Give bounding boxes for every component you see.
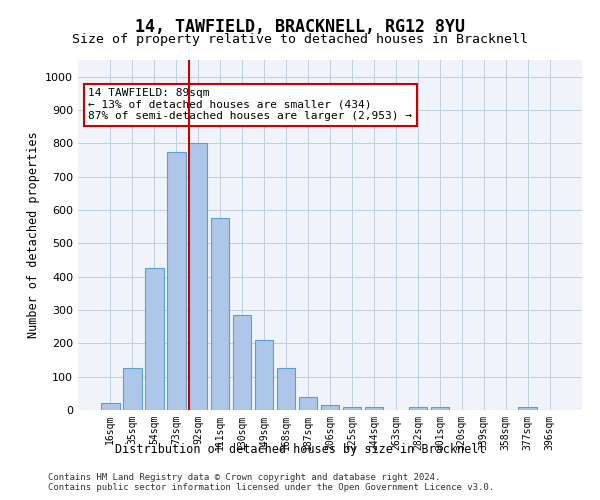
Text: 14 TAWFIELD: 89sqm
← 13% of detached houses are smaller (434)
87% of semi-detach: 14 TAWFIELD: 89sqm ← 13% of detached hou… — [88, 88, 412, 121]
Y-axis label: Number of detached properties: Number of detached properties — [26, 132, 40, 338]
Bar — [343, 406, 361, 410]
Bar — [431, 406, 449, 410]
Text: 14, TAWFIELD, BRACKNELL, RG12 8YU: 14, TAWFIELD, BRACKNELL, RG12 8YU — [135, 18, 465, 36]
Bar — [518, 406, 537, 410]
Bar — [277, 368, 295, 410]
Bar — [320, 405, 340, 410]
Bar — [365, 406, 383, 410]
Bar — [167, 152, 185, 410]
Bar — [255, 340, 274, 410]
Text: Contains public sector information licensed under the Open Government Licence v3: Contains public sector information licen… — [48, 484, 494, 492]
Bar — [233, 315, 251, 410]
Text: Contains HM Land Registry data © Crown copyright and database right 2024.: Contains HM Land Registry data © Crown c… — [48, 472, 440, 482]
Bar — [299, 396, 317, 410]
Text: Size of property relative to detached houses in Bracknell: Size of property relative to detached ho… — [72, 32, 528, 46]
Bar — [211, 218, 229, 410]
Bar — [145, 268, 164, 410]
Bar — [409, 406, 427, 410]
Bar — [123, 368, 142, 410]
Bar — [101, 404, 119, 410]
Text: Distribution of detached houses by size in Bracknell: Distribution of detached houses by size … — [115, 442, 485, 456]
Bar — [189, 144, 208, 410]
